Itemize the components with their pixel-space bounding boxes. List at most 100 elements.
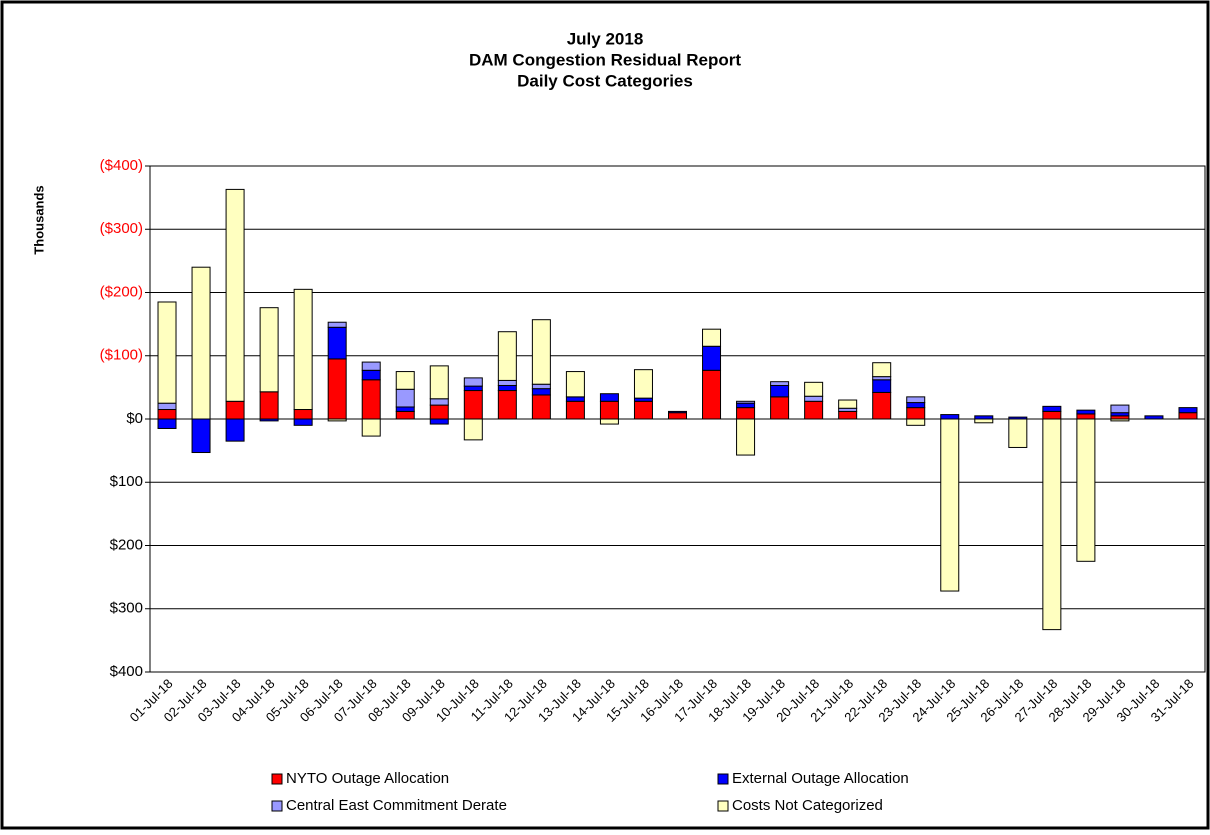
bar-segment xyxy=(293,288,313,411)
bar-segment xyxy=(565,400,585,420)
bar-segment xyxy=(770,384,790,398)
bar-segment xyxy=(940,418,960,592)
bar-segment xyxy=(599,400,619,420)
bar-segment xyxy=(259,418,279,422)
y-tick-label: ($100) xyxy=(100,347,143,364)
bar-segment xyxy=(633,400,653,420)
bar-segment xyxy=(633,369,653,399)
legend-swatch xyxy=(717,773,729,785)
legend-label: NYTO Outage Allocation xyxy=(286,770,449,787)
bar-segment xyxy=(463,390,483,420)
bar-segment xyxy=(531,319,551,385)
bar-segment xyxy=(429,418,449,425)
bar-segment xyxy=(259,391,279,420)
bar-segment xyxy=(259,307,279,393)
bar-segment xyxy=(804,381,824,397)
bar-segment xyxy=(872,379,892,393)
bar-segment xyxy=(940,414,960,420)
bar-segment xyxy=(361,361,381,371)
bar-segment xyxy=(293,409,313,420)
bar-segment xyxy=(157,409,177,420)
bar-segment xyxy=(293,418,313,426)
bar-segment xyxy=(1076,418,1096,562)
bar-segment xyxy=(395,406,415,412)
chart-title: Daily Cost Categories xyxy=(517,71,693,90)
legend-label: External Outage Allocation xyxy=(732,770,909,787)
bar-segment xyxy=(838,399,858,409)
bar-segment xyxy=(906,418,926,426)
bar-segment xyxy=(736,418,756,456)
bar-segment xyxy=(225,418,245,442)
bar-segment xyxy=(395,388,415,408)
y-tick-label: $100 xyxy=(110,473,143,490)
bar-segment xyxy=(327,326,347,360)
legend-swatch xyxy=(271,800,283,812)
bar-segment xyxy=(497,331,517,381)
y-tick-label: ($400) xyxy=(100,157,143,174)
bar-segment xyxy=(463,385,483,392)
bar-segment xyxy=(770,396,790,420)
bar-segment xyxy=(395,371,415,390)
bar-segment xyxy=(497,379,517,386)
bar-segment xyxy=(463,377,483,387)
bar-segment xyxy=(157,418,177,429)
y-tick-label: $300 xyxy=(110,600,143,617)
bar-segment xyxy=(906,402,926,409)
bar-segment xyxy=(1144,415,1164,420)
bar-segment xyxy=(497,384,517,392)
bar-segment xyxy=(1076,409,1096,415)
bar-segment xyxy=(565,371,585,398)
y-tick-label: $0 xyxy=(126,410,143,427)
y-tick-label: $200 xyxy=(110,536,143,553)
bar-segment xyxy=(906,407,926,420)
bar-segment xyxy=(702,369,722,420)
bar-segment xyxy=(1076,413,1096,420)
bar-segment xyxy=(157,402,177,411)
bar-segment xyxy=(736,400,756,404)
bar-segment xyxy=(225,400,245,420)
bar-segment xyxy=(531,383,551,390)
bar-segment xyxy=(531,388,551,396)
bar-segment xyxy=(1008,418,1028,448)
y-tick-label: $400 xyxy=(110,663,143,680)
bar-segment xyxy=(565,396,585,402)
bar-segment xyxy=(1110,404,1130,414)
bar-segment xyxy=(702,345,722,371)
bar-segment xyxy=(497,390,517,420)
bar-segment xyxy=(702,328,722,347)
bar-segment xyxy=(872,391,892,420)
bar-segment xyxy=(770,381,790,386)
bar-segment xyxy=(327,321,347,328)
bar-segment xyxy=(906,396,926,404)
bar-segment xyxy=(668,410,687,414)
bar-segment xyxy=(327,418,347,422)
legend-label: Costs Not Categorized xyxy=(732,797,883,814)
bar-segment xyxy=(1110,418,1130,422)
bar-segment xyxy=(361,418,381,437)
bar-segment xyxy=(531,394,551,420)
bar-segment xyxy=(599,418,619,425)
bar-segment xyxy=(225,188,245,402)
bar-segment xyxy=(429,398,449,406)
bar-segment xyxy=(1042,410,1062,420)
legend-label: Central East Commitment Derate xyxy=(286,797,507,814)
bar-segment xyxy=(463,418,483,441)
bar-segment xyxy=(1042,418,1062,631)
bar-segment xyxy=(361,369,381,381)
bar-segment xyxy=(1042,405,1062,412)
legend-swatch xyxy=(271,773,283,785)
bar-segment xyxy=(1178,412,1198,420)
y-tick-label: ($200) xyxy=(100,283,143,300)
bar-segment xyxy=(429,365,449,400)
bar-segment xyxy=(668,412,687,420)
chart-title: July 2018 xyxy=(567,29,644,48)
bar-segment xyxy=(599,393,619,402)
y-tick-label: ($300) xyxy=(100,220,143,237)
bar-segment xyxy=(395,410,415,420)
bar-segment xyxy=(838,410,858,420)
bar-segment xyxy=(804,400,824,420)
bar-segment xyxy=(736,407,756,420)
bar-segment xyxy=(1178,407,1198,414)
bar-segment xyxy=(804,395,824,402)
